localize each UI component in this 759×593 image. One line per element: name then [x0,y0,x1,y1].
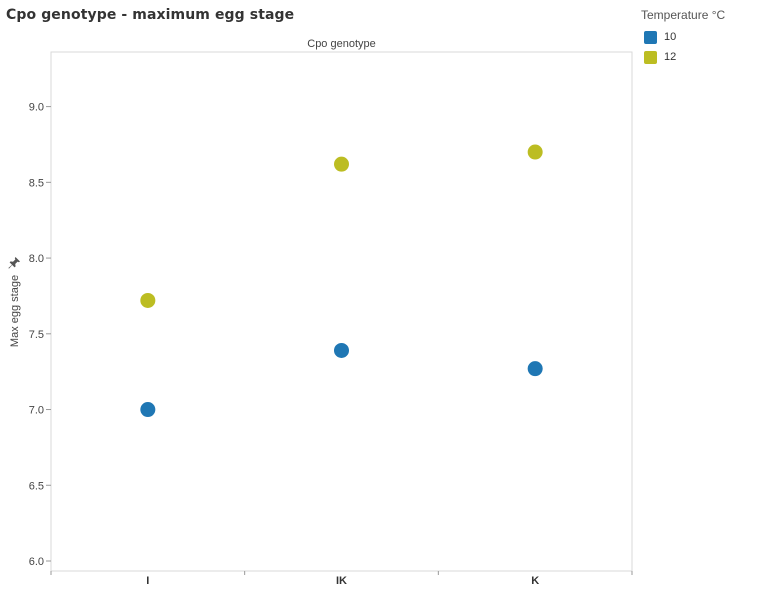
pin-icon[interactable] [7,256,21,270]
x-category-label: IK [336,575,347,587]
data-point-12-K[interactable] [527,144,543,160]
legend-swatch [644,30,657,44]
legend-label: 10 [664,31,677,43]
data-point-12-I[interactable] [140,292,156,308]
legend-item-12[interactable]: 12 [644,47,756,67]
x-category-label: I [146,575,149,587]
legend-swatch [644,50,657,64]
y-tick-label: 6.0 [29,556,44,568]
y-tick-label: 8.5 [29,177,44,189]
data-point-10-I[interactable] [140,402,156,418]
y-tick-label: 7.0 [29,405,44,417]
y-axis-title: Max egg stage [9,275,21,347]
y-tick-label: 8.0 [29,253,44,265]
chart-title: Cpo genotype - maximum egg stage [6,7,295,23]
column-header: Cpo genotype [307,38,376,50]
y-tick-label: 6.5 [29,480,44,492]
x-category-label: K [531,575,539,587]
y-tick-label: 7.5 [29,329,44,341]
legend: Temperature °C 10 12 [641,8,756,67]
legend-title: Temperature °C [641,8,726,22]
y-tick-label: 9.0 [29,102,44,114]
data-point-10-IK[interactable] [334,342,349,358]
plot-frame [50,51,633,572]
data-point-12-IK[interactable] [334,156,349,172]
legend-item-10[interactable]: 10 [644,27,756,47]
legend-label: 12 [664,51,677,63]
data-point-10-K[interactable] [527,361,543,377]
